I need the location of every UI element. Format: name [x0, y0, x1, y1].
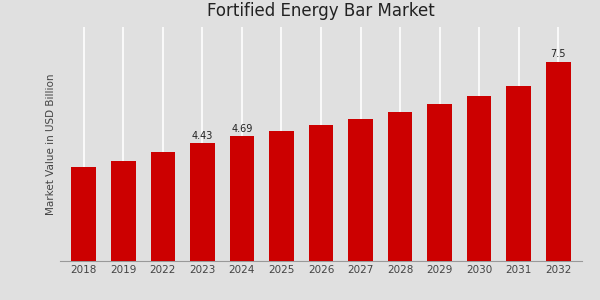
- Bar: [190, 143, 215, 261]
- Bar: [111, 161, 136, 261]
- Text: 4.43: 4.43: [191, 131, 213, 141]
- Bar: [467, 96, 491, 261]
- Bar: [506, 85, 531, 261]
- Title: Fortified Energy Bar Market: Fortified Energy Bar Market: [207, 2, 435, 20]
- Text: 7.5: 7.5: [551, 50, 566, 59]
- Bar: [348, 119, 373, 261]
- Text: 4.69: 4.69: [231, 124, 253, 134]
- Y-axis label: Market Value in USD Billion: Market Value in USD Billion: [46, 73, 56, 215]
- Bar: [230, 136, 254, 261]
- Bar: [269, 131, 294, 261]
- Bar: [427, 104, 452, 261]
- Bar: [151, 152, 175, 261]
- Bar: [388, 112, 412, 261]
- Bar: [546, 61, 571, 261]
- Bar: [71, 167, 96, 261]
- Bar: [309, 125, 333, 261]
